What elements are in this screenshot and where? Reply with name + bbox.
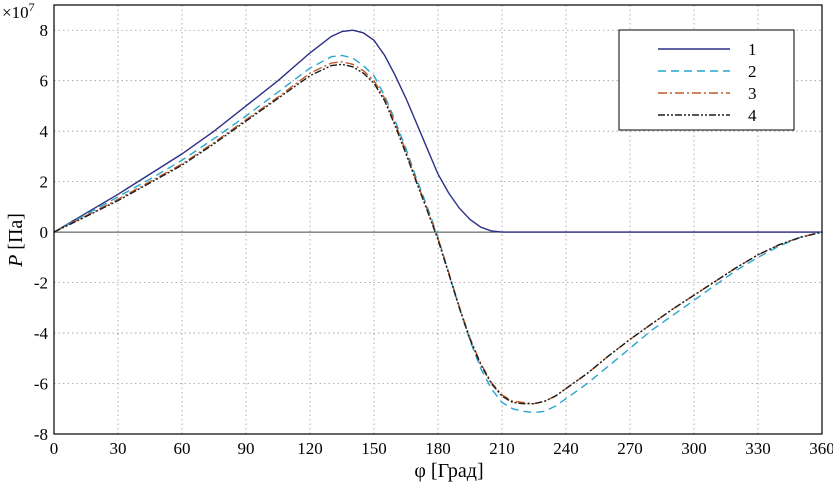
legend-box bbox=[618, 29, 795, 131]
legend-label-4: 4 bbox=[748, 106, 757, 125]
x-tick-label: 90 bbox=[238, 439, 255, 458]
x-tick-label: 0 bbox=[50, 439, 59, 458]
x-tick-label: 180 bbox=[425, 439, 451, 458]
y-tick-label: -2 bbox=[34, 274, 48, 293]
x-tick-label: 360 bbox=[809, 439, 833, 458]
x-tick-label: 150 bbox=[361, 439, 387, 458]
y-tick-label: -6 bbox=[34, 375, 48, 394]
y-multiplier-base: ×10 bbox=[2, 3, 29, 22]
x-axis-label: φ [Град] bbox=[414, 460, 483, 482]
y-tick-label: 8 bbox=[40, 21, 49, 40]
y-axis-label: P [Па] bbox=[5, 213, 27, 268]
x-tick-label: 210 bbox=[489, 439, 515, 458]
x-tick-label: 270 bbox=[617, 439, 643, 458]
y-tick-label: 6 bbox=[40, 72, 49, 91]
x-tick-label: 240 bbox=[553, 439, 579, 458]
y-tick-label: 4 bbox=[40, 122, 49, 141]
x-tick-label: 30 bbox=[110, 439, 127, 458]
series-line-4 bbox=[53, 63, 823, 405]
legend: 1 2 3 4 bbox=[618, 29, 795, 131]
y-axis-symbol: P bbox=[5, 255, 27, 268]
legend-label-2: 2 bbox=[748, 62, 757, 81]
y-multiplier: ×107 bbox=[2, 0, 35, 22]
y-tick-label: -8 bbox=[34, 425, 48, 444]
y-axis-unit: [Па] bbox=[5, 213, 27, 255]
x-tick-labels: 0 30 60 90 120 150 180 210 240 270 300 330 360 bbox=[50, 439, 833, 458]
x-tick-label: 60 bbox=[174, 439, 191, 458]
x-tick-label: 120 bbox=[297, 439, 323, 458]
y-tick-labels: -8 -6 -4 -2 0 2 4 6 8 bbox=[34, 21, 49, 444]
legend-label-3: 3 bbox=[748, 84, 757, 103]
y-multiplier-exp: 7 bbox=[29, 0, 35, 14]
x-tick-label: 300 bbox=[681, 439, 707, 458]
y-tick-label: 2 bbox=[40, 173, 49, 192]
series-line-1 bbox=[53, 29, 822, 233]
x-tick-label: 330 bbox=[745, 439, 771, 458]
y-tick-label: 0 bbox=[40, 223, 49, 242]
legend-label-1: 1 bbox=[748, 40, 757, 59]
plot-frame bbox=[53, 4, 823, 435]
y-tick-label: -4 bbox=[34, 324, 49, 343]
series-group bbox=[53, 29, 823, 414]
